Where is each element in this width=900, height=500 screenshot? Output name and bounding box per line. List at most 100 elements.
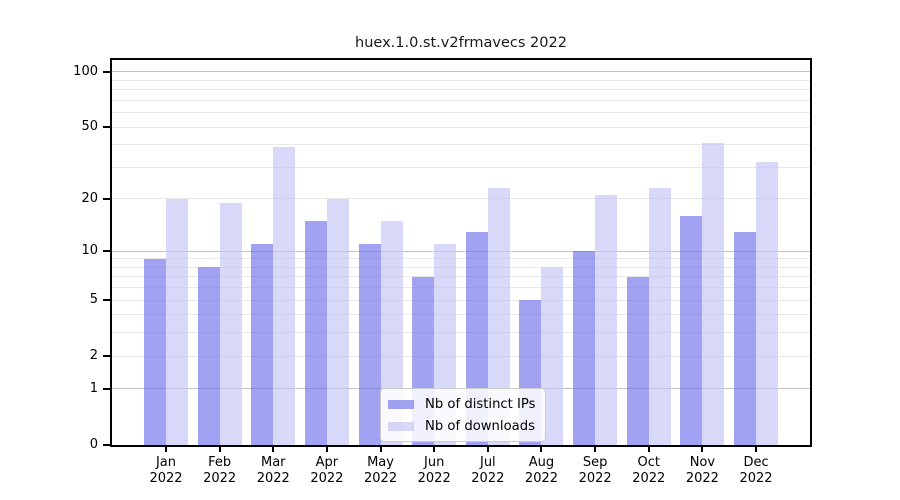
bar-nb-of-downloads-feb xyxy=(219,202,242,445)
x-tick-mark-nov xyxy=(701,447,704,452)
bar-nb-of-downloads-jul xyxy=(487,188,510,445)
y-tick-mark-1 xyxy=(103,387,110,390)
x-tick-label-sep: Sep 2022 xyxy=(560,455,630,487)
gridline-minor-7 xyxy=(112,276,810,278)
y-tick-label-5: 5 xyxy=(89,292,98,308)
bar-nb-of-downloads-apr xyxy=(326,198,349,445)
bar-nb-of-downloads-sep xyxy=(595,195,618,445)
y-tick-mark-10 xyxy=(103,250,110,253)
gridline-minor-90 xyxy=(112,79,810,81)
y-tick-label-20: 20 xyxy=(81,190,98,206)
gridline-minor-3 xyxy=(112,332,810,334)
gridline-minor-6 xyxy=(112,287,810,289)
gridline-minor-70 xyxy=(112,99,810,101)
bar-nb-of-distinct-ips-nov xyxy=(680,215,703,445)
bar-nb-of-downloads-jan xyxy=(166,198,188,445)
y-tick-label-0: 0 xyxy=(89,437,98,452)
y-tick-label-2: 2 xyxy=(89,348,98,364)
x-tick-label-month: Feb xyxy=(208,455,232,470)
x-tick-label-oct: Oct 2022 xyxy=(614,455,684,487)
gridline-minor-5 xyxy=(112,299,810,301)
x-tick-label-year: 2022 xyxy=(256,471,290,486)
x-tick-mark-apr xyxy=(325,447,328,452)
x-tick-label-month: Jul xyxy=(479,455,496,470)
x-tick-mark-sep xyxy=(594,447,597,452)
x-tick-label-month: Jan xyxy=(155,455,177,470)
x-tick-label-month: Sep xyxy=(582,455,608,470)
x-tick-label-month: Aug xyxy=(528,455,555,470)
bar-nb-of-distinct-ips-oct xyxy=(626,276,649,445)
x-tick-label-month: Dec xyxy=(743,455,769,470)
bar-nb-of-distinct-ips-dec xyxy=(734,231,757,445)
bar-nb-of-downloads-oct xyxy=(648,188,671,445)
y-tick-mark-0 xyxy=(103,444,110,446)
y-tick-mark-2 xyxy=(103,355,110,358)
bar-nb-of-downloads-dec xyxy=(756,162,779,445)
gridline-major-10 xyxy=(112,250,810,252)
x-tick-mark-jan xyxy=(165,447,167,452)
gridline-minor-2 xyxy=(112,355,810,357)
chart-title: huex.1.0.st.v2frmavecs 2022 xyxy=(355,35,567,51)
x-tick-label-month: Nov xyxy=(689,455,716,470)
x-tick-mark-jun xyxy=(433,447,436,452)
gridline-minor-50 xyxy=(112,126,810,128)
bar-nb-of-distinct-ips-feb xyxy=(197,267,220,445)
bar-nb-of-distinct-ips-sep xyxy=(573,251,596,445)
y-tick-mark-20 xyxy=(103,197,110,200)
x-tick-label-year: 2022 xyxy=(417,471,451,486)
legend-row-distinct-ips: Nb of distinct IPs xyxy=(388,395,536,413)
y-tick-mark-100 xyxy=(103,70,110,73)
x-tick-label-year: 2022 xyxy=(632,471,666,486)
legend-swatch-distinct-ips xyxy=(388,399,414,409)
gridline-minor-9 xyxy=(112,258,810,260)
bar-nb-of-distinct-ips-may xyxy=(358,244,381,445)
gridline-minor-20 xyxy=(112,198,810,200)
legend-label-downloads: Nb of downloads xyxy=(425,418,535,434)
x-tick-label-month: Jun xyxy=(424,455,445,470)
gridline-minor-8 xyxy=(112,266,810,268)
x-tick-label-dec: Dec 2022 xyxy=(721,455,791,487)
y-tick-label-100: 100 xyxy=(73,63,98,79)
bar-nb-of-downloads-aug xyxy=(541,267,564,445)
x-tick-mark-oct xyxy=(647,447,650,452)
x-tick-label-nov: Nov 2022 xyxy=(667,455,737,487)
x-tick-label-jul: Jul 2022 xyxy=(453,455,523,487)
x-tick-label-year: 2022 xyxy=(471,471,505,486)
legend: Nb of distinct IPs Nb of downloads xyxy=(380,388,546,442)
gridline-minor-60 xyxy=(112,112,810,114)
x-tick-label-year: 2022 xyxy=(149,471,183,486)
x-tick-label-year: 2022 xyxy=(203,471,237,486)
bar-nb-of-distinct-ips-mar xyxy=(251,244,274,445)
gridline-minor-30 xyxy=(112,166,810,168)
gridline-minor-80 xyxy=(112,89,810,91)
gridline-major-100 xyxy=(112,71,810,73)
x-tick-mark-dec xyxy=(755,447,758,452)
y-tick-label-10: 10 xyxy=(81,243,98,259)
gridline-minor-4 xyxy=(112,314,810,316)
x-tick-label-year: 2022 xyxy=(524,471,559,486)
x-tick-label-feb: Feb 2022 xyxy=(185,455,255,487)
x-tick-label-month: Oct xyxy=(637,455,660,470)
legend-swatch-downloads xyxy=(388,421,414,431)
x-tick-label-mar: Mar 2022 xyxy=(238,455,308,487)
bar-nb-of-distinct-ips-apr xyxy=(304,220,327,445)
y-tick-mark-50 xyxy=(103,126,110,129)
x-tick-label-year: 2022 xyxy=(578,471,612,486)
x-tick-label-year: 2022 xyxy=(364,471,398,486)
x-tick-label-jun: Jun 2022 xyxy=(399,455,469,487)
y-tick-label-50: 50 xyxy=(81,119,98,135)
x-tick-mark-may xyxy=(379,447,382,452)
bar-nb-of-downloads-nov xyxy=(702,142,725,445)
x-tick-label-jan: Jan 2022 xyxy=(131,455,201,487)
bar-nb-of-downloads-mar xyxy=(273,146,296,445)
x-tick-mark-jul xyxy=(486,447,489,452)
legend-label-distinct-ips: Nb of distinct IPs xyxy=(425,396,536,412)
x-tick-label-aug: Aug 2022 xyxy=(506,455,576,487)
x-tick-label-year: 2022 xyxy=(685,471,719,486)
gridline-minor-40 xyxy=(112,144,810,146)
x-tick-mark-mar xyxy=(272,447,275,452)
x-tick-label-month: Mar xyxy=(261,455,286,470)
bar-nb-of-distinct-ips-jan xyxy=(144,258,166,445)
x-tick-label-year: 2022 xyxy=(310,471,344,486)
